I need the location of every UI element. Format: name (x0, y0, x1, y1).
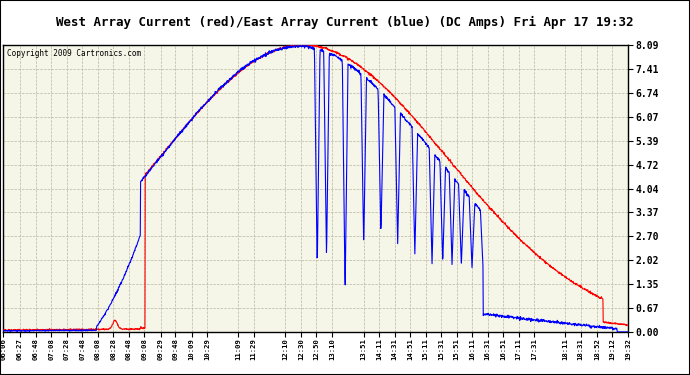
Text: West Array Current (red)/East Array Current (blue) (DC Amps) Fri Apr 17 19:32: West Array Current (red)/East Array Curr… (57, 16, 633, 29)
Text: Copyright 2009 Cartronics.com: Copyright 2009 Cartronics.com (7, 49, 141, 58)
